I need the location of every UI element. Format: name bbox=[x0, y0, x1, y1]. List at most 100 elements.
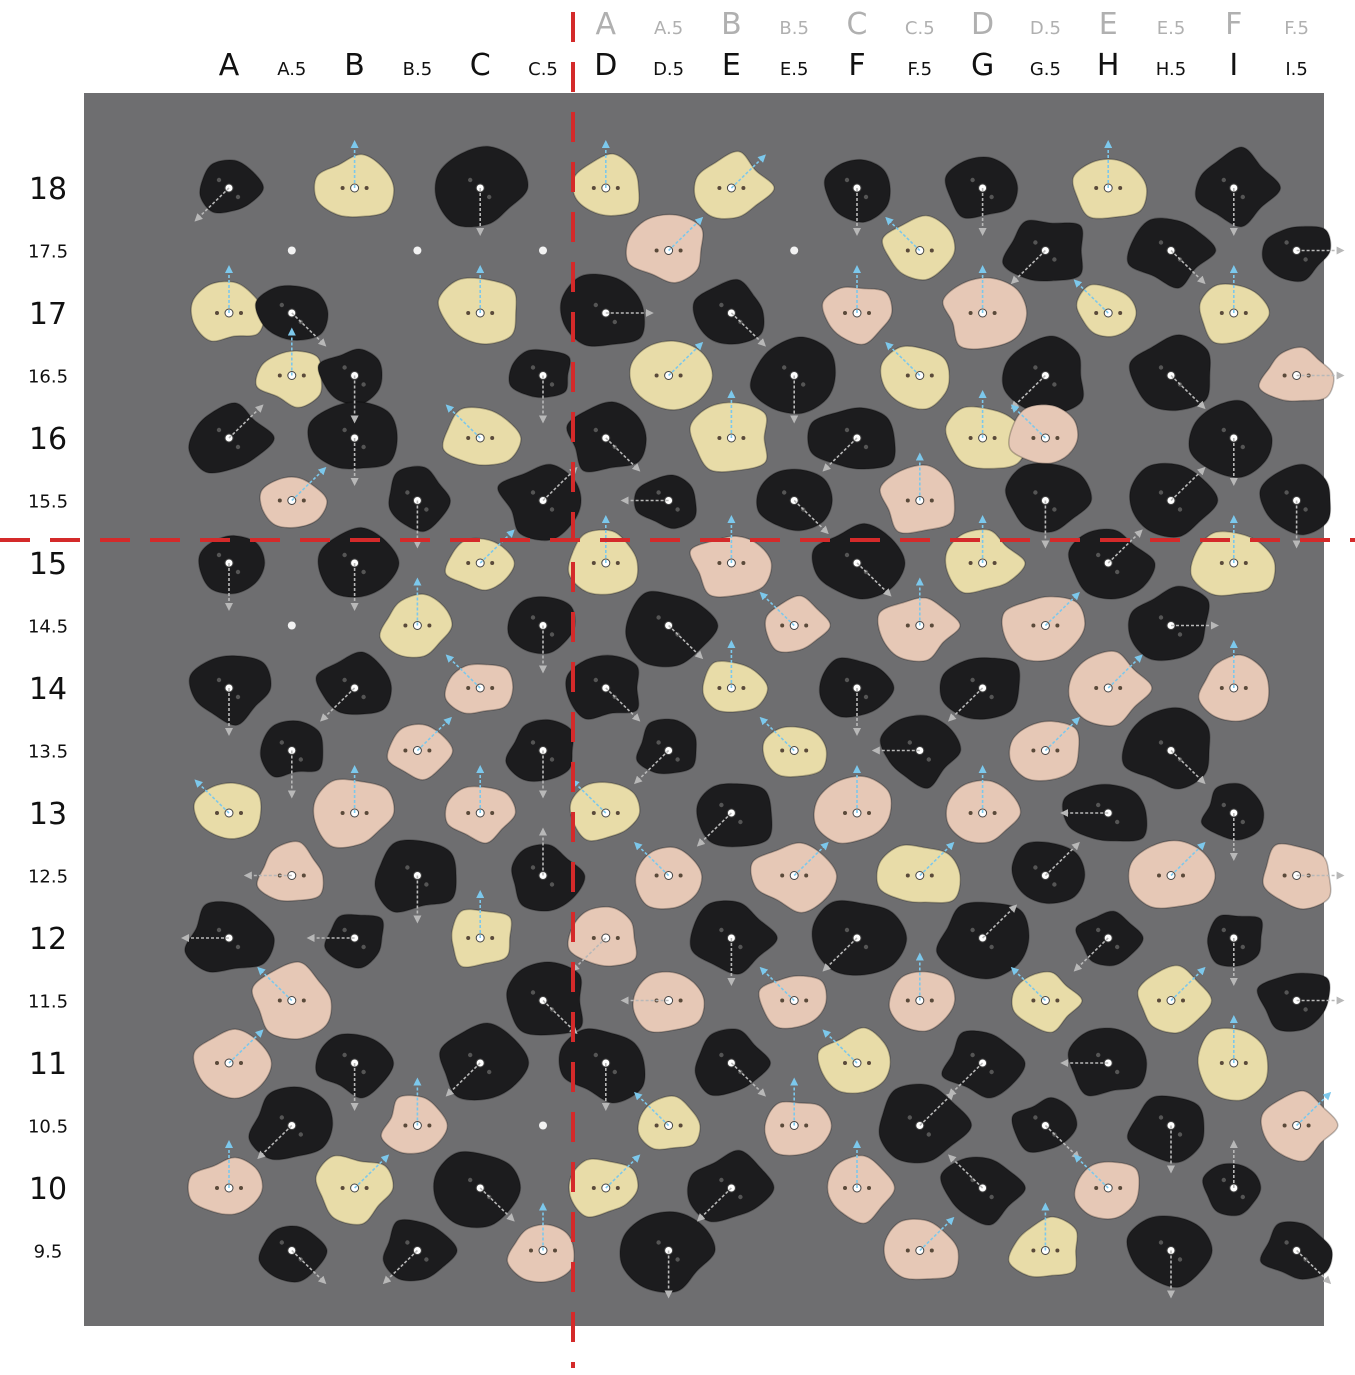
column-label-h: H bbox=[1097, 48, 1120, 83]
hold-screw bbox=[279, 302, 284, 308]
hold-screw bbox=[593, 677, 598, 683]
hold-cream bbox=[876, 844, 962, 904]
hold-screw bbox=[235, 694, 241, 700]
hold-screw bbox=[215, 311, 219, 315]
hold-screw bbox=[780, 748, 785, 753]
direction-arrow bbox=[228, 404, 264, 439]
hold-screw bbox=[989, 1194, 994, 1200]
hold-screw bbox=[239, 1061, 243, 1065]
hold-screw bbox=[738, 944, 743, 950]
column-label-g: G bbox=[971, 48, 994, 83]
row-label-14-5: 14.5 bbox=[28, 617, 68, 638]
hold-screw bbox=[549, 882, 555, 887]
hold-screw bbox=[1284, 1240, 1289, 1245]
hold-screw bbox=[968, 311, 973, 315]
hold-screw bbox=[717, 561, 722, 565]
hold-screw bbox=[1055, 1248, 1060, 1253]
hold-screw bbox=[905, 373, 910, 378]
hold-cream bbox=[255, 350, 323, 409]
column-label-d: D bbox=[594, 48, 617, 83]
hold-screw bbox=[1284, 240, 1289, 245]
hold-screw bbox=[675, 507, 680, 512]
hold-screw bbox=[530, 990, 536, 995]
hold-cream bbox=[1136, 964, 1213, 1034]
hold-pink bbox=[386, 723, 454, 781]
hold-screw bbox=[741, 436, 746, 440]
hold-cream bbox=[689, 401, 768, 473]
hold-shape bbox=[317, 348, 383, 406]
hold-black bbox=[1194, 146, 1282, 228]
hold-screw bbox=[905, 873, 910, 878]
direction-arrow bbox=[793, 499, 829, 535]
hold-screw bbox=[654, 1123, 659, 1128]
direction-arrow bbox=[948, 687, 984, 722]
hold-screw bbox=[487, 194, 492, 200]
hold-screw bbox=[466, 686, 471, 690]
direction-arrow bbox=[605, 687, 641, 722]
row-label-10: 10 bbox=[29, 1172, 67, 1207]
hold-screw bbox=[403, 748, 408, 753]
direction-arrow bbox=[759, 716, 795, 752]
direction-arrow bbox=[1107, 654, 1143, 689]
column-top-label-b-5: B.5 bbox=[779, 18, 809, 39]
hold-pink bbox=[634, 846, 703, 910]
hold-shape bbox=[635, 718, 698, 775]
direction-arrow bbox=[1010, 249, 1046, 285]
direction-arrow bbox=[1296, 1249, 1332, 1285]
hold-black bbox=[1126, 1095, 1205, 1164]
hold-cream bbox=[1011, 971, 1083, 1034]
hold-screw bbox=[1033, 1115, 1038, 1120]
hold-screw bbox=[361, 569, 366, 575]
column-top-label-c-5: C.5 bbox=[905, 18, 935, 39]
hold-screw bbox=[656, 615, 661, 620]
hold-screw bbox=[530, 615, 536, 620]
hold-screw bbox=[1303, 257, 1308, 262]
arrow-layer bbox=[181, 140, 1345, 1299]
direction-arrow bbox=[634, 1091, 670, 1127]
hold-black bbox=[939, 657, 1021, 720]
hold-screw bbox=[1177, 1257, 1183, 1262]
hold-screw bbox=[738, 819, 743, 825]
hold-shape bbox=[763, 1101, 833, 1157]
hold-screw bbox=[1240, 819, 1246, 825]
hold-screw bbox=[678, 1123, 683, 1128]
hold-black bbox=[248, 1086, 334, 1161]
hold-shape bbox=[510, 843, 586, 912]
hold-screw bbox=[678, 248, 683, 253]
hold-screw bbox=[615, 1186, 620, 1190]
hold-screw bbox=[405, 490, 410, 495]
hold-screw bbox=[1219, 686, 1224, 690]
hold-screw bbox=[591, 1186, 596, 1190]
hold-shape bbox=[315, 651, 393, 716]
direction-arrow bbox=[1044, 716, 1080, 752]
hold-screw bbox=[654, 248, 659, 253]
hold-cream bbox=[190, 280, 266, 343]
hold-screw bbox=[992, 436, 997, 440]
hold-screw bbox=[1219, 311, 1224, 315]
hold-screw bbox=[277, 998, 282, 1003]
direction-arrow bbox=[1170, 374, 1206, 410]
direction-arrow bbox=[919, 1091, 955, 1127]
direction-arrow bbox=[759, 966, 795, 1002]
column-label-i-5: I.5 bbox=[1285, 59, 1307, 80]
hold-screw bbox=[1158, 365, 1164, 370]
hold-screw bbox=[929, 1248, 934, 1253]
hold-screw bbox=[277, 498, 282, 503]
hold-screw bbox=[1096, 552, 1101, 558]
hold-screw bbox=[926, 757, 931, 762]
hold-screw bbox=[780, 873, 785, 878]
column-top-label-a-5: A.5 bbox=[654, 18, 683, 39]
hold-pink bbox=[689, 535, 773, 598]
hold-screw bbox=[427, 623, 432, 628]
direction-arrow bbox=[228, 1029, 264, 1064]
direction-arrow bbox=[919, 841, 955, 877]
hold-screw bbox=[1221, 802, 1227, 808]
hold-black bbox=[199, 159, 265, 214]
direction-arrow bbox=[1296, 1091, 1332, 1127]
hold-screw bbox=[1031, 436, 1036, 440]
hold-screw bbox=[298, 757, 303, 762]
hold-black bbox=[307, 401, 398, 470]
hold-pink bbox=[877, 596, 961, 663]
t-nut bbox=[539, 246, 547, 255]
